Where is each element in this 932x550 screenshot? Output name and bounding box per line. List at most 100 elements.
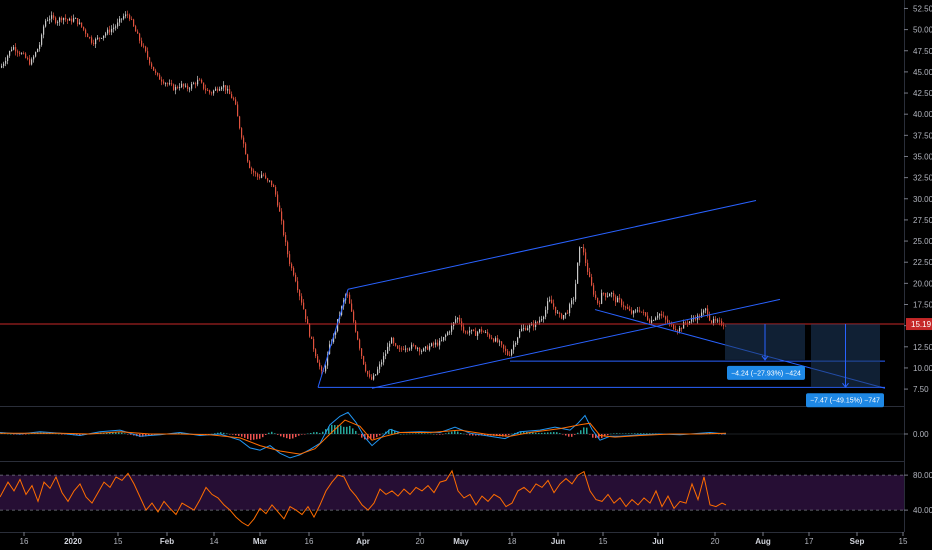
candle-body — [537, 321, 539, 323]
macd-histogram-bar — [337, 425, 339, 434]
macd-histogram-bar — [304, 434, 306, 435]
macd-histogram-bar — [520, 431, 522, 434]
candle-body — [319, 362, 321, 367]
macd-histogram-bar — [10, 434, 12, 435]
candle-body — [387, 346, 389, 354]
candle-body — [231, 94, 233, 99]
macd-histogram-bar — [610, 433, 612, 435]
candle-body — [471, 329, 473, 331]
candle-body — [627, 307, 629, 309]
candle-body — [371, 376, 373, 380]
macd-histogram-bar — [220, 432, 222, 434]
candle-body — [517, 337, 519, 343]
candle-body — [297, 281, 299, 291]
price-tick-label: 12.50 — [913, 343, 932, 352]
candle-body — [651, 320, 653, 323]
candle-body — [23, 53, 25, 55]
measure-arrow-head — [842, 382, 849, 389]
candle-body — [477, 332, 479, 336]
candle-body — [567, 312, 569, 314]
candle-body — [475, 330, 477, 336]
macd-histogram-bar — [529, 432, 531, 434]
macd-histogram-bar — [4, 433, 6, 435]
macd-pane[interactable] — [0, 411, 904, 459]
candle-body — [145, 46, 147, 52]
candle-body — [639, 310, 641, 312]
candle-body — [723, 325, 725, 327]
candle-body — [419, 348, 421, 352]
candle-body — [97, 37, 99, 39]
macd-histogram-bar — [457, 431, 459, 434]
macd-histogram-bar — [640, 433, 642, 434]
candle-body — [189, 88, 191, 90]
candle-body — [415, 345, 417, 349]
macd-histogram-bar — [637, 433, 639, 434]
candle-body — [623, 305, 625, 307]
candle-body — [447, 332, 449, 336]
macd-histogram-bar — [235, 434, 237, 436]
price-tick-label: 30.00 — [913, 195, 932, 204]
candle-body — [153, 66, 155, 71]
candle-body — [99, 37, 101, 39]
price-tick-label: 20.00 — [913, 279, 932, 288]
candle-body — [421, 351, 423, 352]
candle-body — [147, 51, 149, 58]
candle-body — [245, 143, 247, 155]
candle-body — [199, 79, 201, 81]
price-tick-label: 37.50 — [913, 131, 932, 140]
time-axis[interactable]: 16 2020 15 Feb 14 Mar 16 Apr 20 May 18 Jun 15 Jul 20 Au… — [20, 532, 908, 546]
candle-body — [479, 329, 481, 333]
candle-body — [425, 346, 427, 349]
price-axis[interactable]: 52.50 50.00 47.50 45.00 42.50 40.00 37.50 35.00… — [904, 4, 932, 515]
candle-body — [181, 83, 183, 88]
candle-body — [465, 331, 467, 333]
candle-body — [495, 338, 497, 342]
price-pane[interactable]: −4.24 (−27.93%) −424 −7.47 (−49.15%) −747 — [0, 10, 904, 408]
candle-body — [417, 348, 419, 349]
candle-body — [91, 37, 93, 43]
candle-body — [573, 299, 575, 301]
price-tick-label: 10.00 — [913, 364, 932, 373]
candle-body — [685, 322, 687, 324]
macd-histogram-bar — [574, 434, 576, 435]
candle-body — [279, 205, 281, 212]
macd-histogram-bar — [211, 433, 213, 435]
candle-body — [543, 316, 545, 320]
macd-histogram-bar — [433, 433, 435, 435]
rsi-pane[interactable] — [0, 469, 904, 527]
candle-body — [403, 349, 405, 350]
candle-body — [277, 194, 279, 206]
macd-histogram-bar — [544, 432, 546, 434]
candle-body — [7, 55, 9, 61]
macd-histogram-bar — [589, 434, 591, 435]
time-tick-label: 14 — [210, 537, 219, 546]
candle-body — [451, 325, 453, 332]
macd-histogram-bar — [568, 434, 570, 437]
macd-histogram-bar — [79, 434, 81, 436]
candle-body — [353, 311, 355, 322]
macd-histogram-bar — [349, 425, 351, 434]
candle-body — [89, 37, 91, 38]
candle-body — [171, 83, 173, 85]
candle-body — [633, 310, 635, 314]
candle-body — [693, 318, 695, 320]
candle-body — [551, 299, 553, 304]
macd-histogram-bar — [247, 434, 249, 440]
candle-body — [359, 339, 361, 349]
candle-body — [709, 314, 711, 321]
price-tick-label: 45.00 — [913, 68, 932, 77]
candle-body — [437, 342, 439, 346]
macd-histogram-bar — [358, 434, 360, 435]
time-tick-label: 15 — [599, 537, 608, 546]
macd-histogram-bar — [448, 432, 450, 434]
candle-body — [565, 312, 567, 316]
candle-body — [677, 330, 679, 332]
macd-histogram-bar — [613, 433, 615, 434]
candle-body — [579, 247, 581, 263]
candle-body — [613, 293, 615, 297]
candle-body — [257, 173, 259, 177]
candle-body — [381, 362, 383, 365]
candle-body — [395, 343, 397, 346]
price-tick-label: 22.50 — [913, 258, 932, 267]
